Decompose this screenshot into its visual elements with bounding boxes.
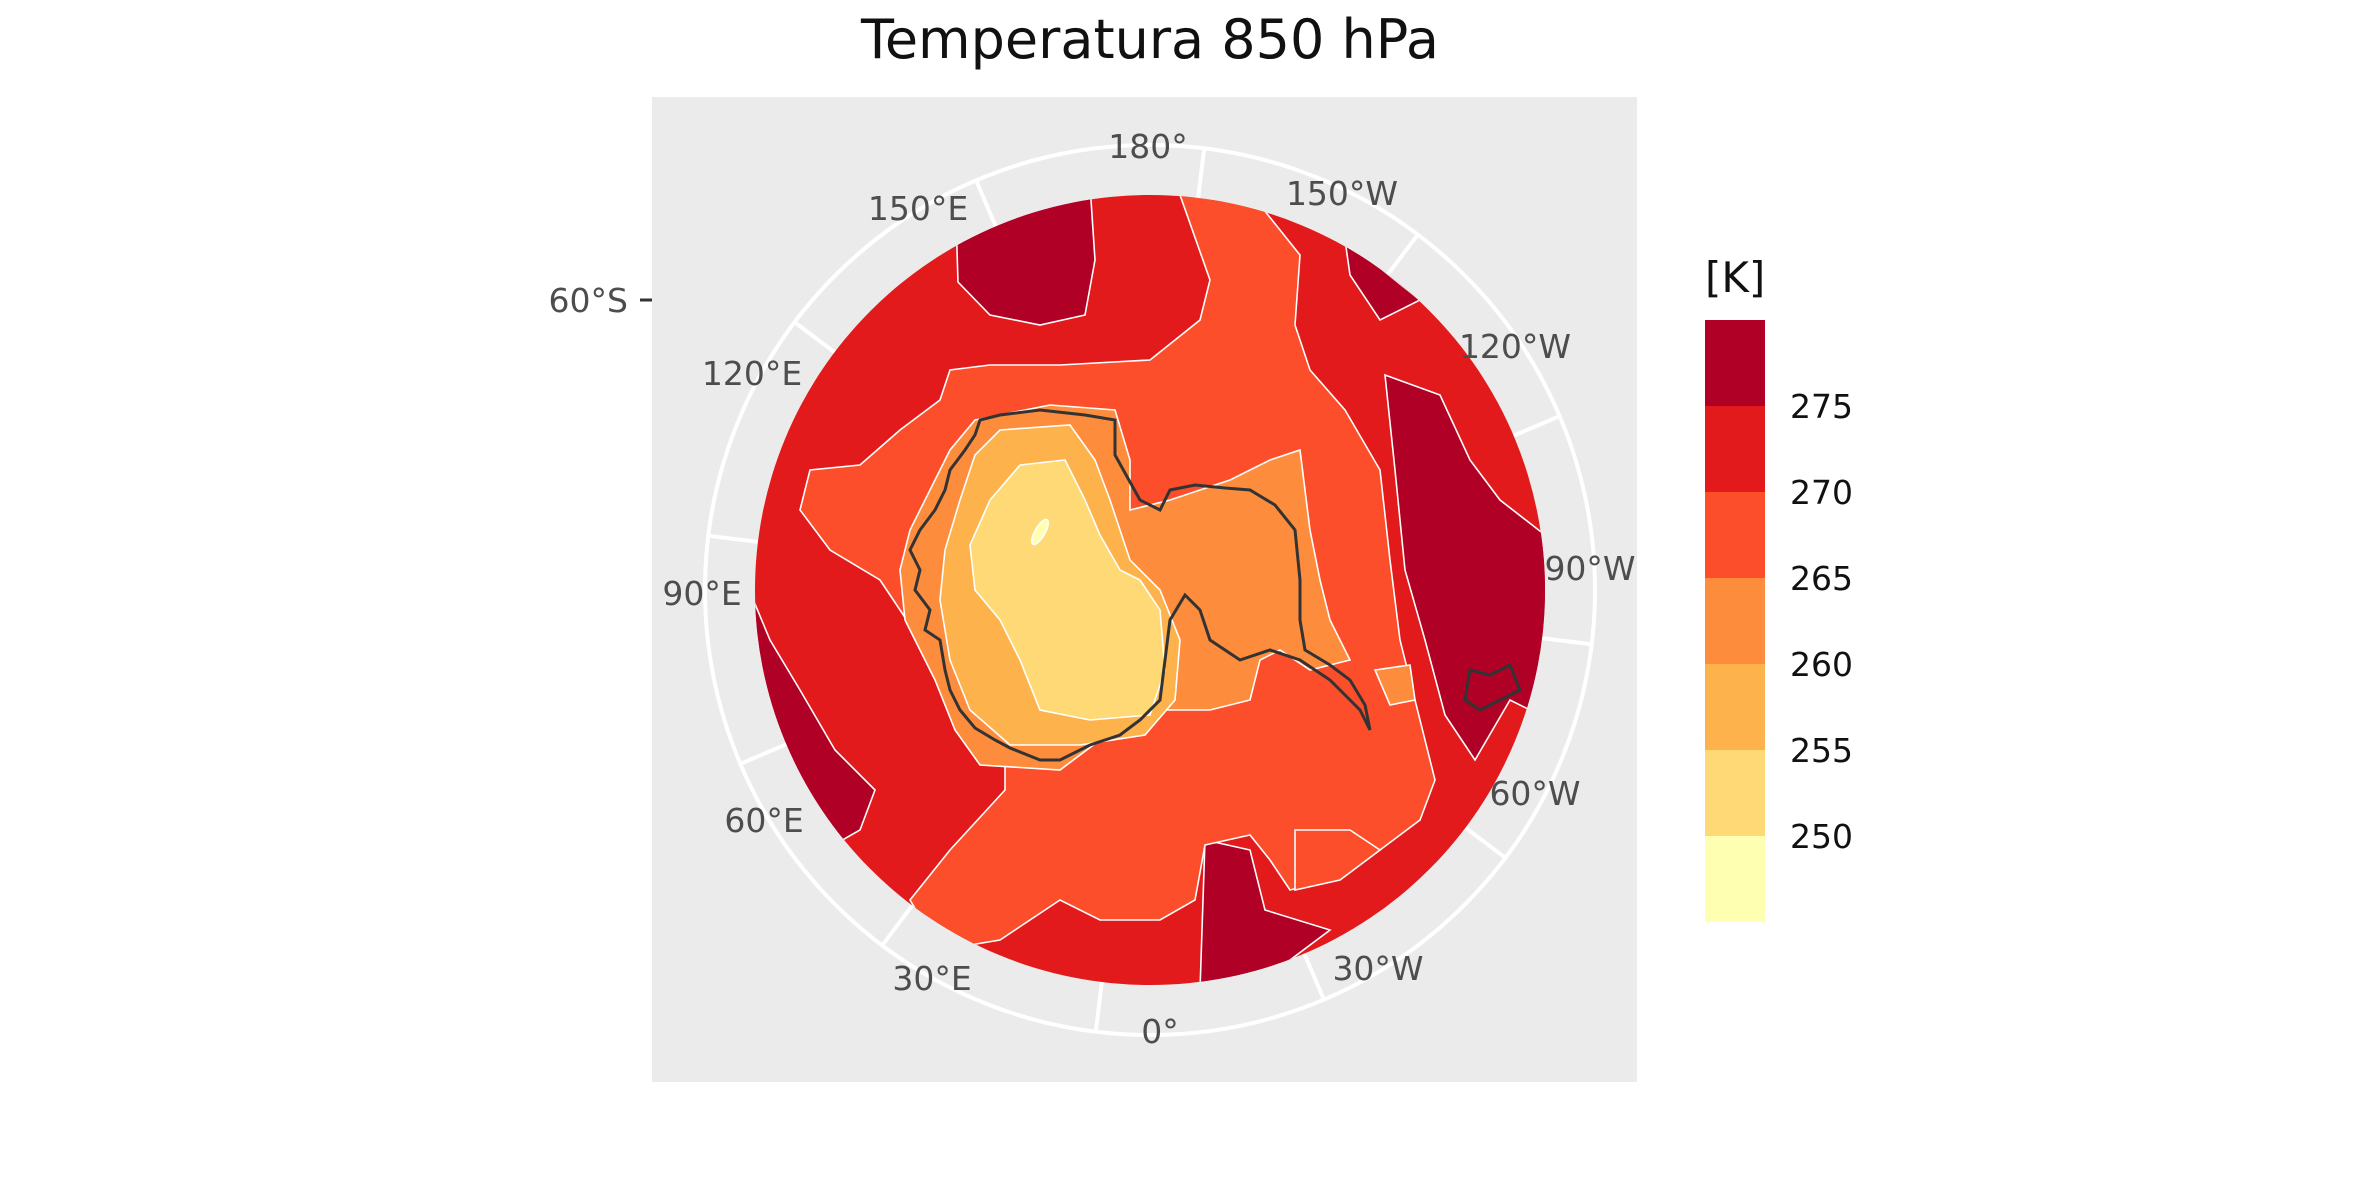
legend-label: 260 [1790, 645, 1853, 684]
longitude-tick [974, 179, 998, 228]
graticule [703, 143, 1597, 1037]
longitude-labels: 180° 150°W 120°W 90°W 60°W 30°W 0° 30°E 60°E 90°E… [662, 127, 1635, 1051]
latitude-circle-60s [703, 143, 1597, 1037]
band-275-plus [1199, 839, 1332, 985]
longitude-tick [1541, 636, 1592, 647]
legend-bin [1705, 320, 1765, 406]
map-title: Temperatura 850 hPa [861, 8, 1439, 71]
longitude-label: 120°E [702, 354, 802, 393]
longitude-tick [880, 904, 914, 947]
legend-bin [1705, 406, 1765, 492]
longitude-label: 90°W [1544, 549, 1635, 588]
longitude-label: 30°W [1332, 949, 1423, 988]
longitude-tick [708, 533, 759, 544]
legend-label: 255 [1790, 731, 1853, 770]
longitude-tick [1386, 233, 1420, 276]
legend-bin [1705, 836, 1765, 922]
legend-color-bins: 275 270 265 260 255 250 [1705, 320, 1853, 922]
longitude-ticks [708, 148, 1592, 1032]
longitude-label: 60°E [724, 801, 803, 840]
legend-label: 270 [1790, 473, 1853, 512]
legend-label: 250 [1790, 817, 1853, 856]
longitude-label: 150°E [868, 189, 968, 228]
longitude-label: 150°W [1286, 174, 1398, 213]
legend-bin [1705, 492, 1765, 578]
longitude-label: 30°E [892, 959, 971, 998]
longitude-label: 90°E [662, 574, 741, 613]
legend-bin [1705, 750, 1765, 836]
longitude-tick [1196, 148, 1207, 199]
longitude-tick [1464, 826, 1507, 860]
legend-bin [1705, 578, 1765, 664]
temperature-field [755, 195, 1545, 985]
longitude-label: 60°W [1489, 774, 1580, 813]
longitude-label: 180° [1108, 127, 1188, 166]
band-250-255 [969, 459, 1166, 721]
legend-title: [K] [1705, 253, 1765, 302]
longitude-tick [1093, 981, 1104, 1032]
longitude-tick [739, 742, 788, 766]
longitude-label: 0° [1141, 1012, 1179, 1051]
antarctica-coastline [908, 408, 1372, 762]
legend-label: 275 [1790, 387, 1853, 426]
band-265-270 [1294, 829, 1382, 891]
longitude-tick [1512, 414, 1561, 438]
band-260-265 [1373, 664, 1416, 706]
legend-bin [1705, 664, 1765, 750]
band-below-250 [1030, 518, 1050, 546]
longitude-tick [1302, 952, 1326, 1001]
legend-label: 265 [1790, 559, 1853, 598]
longitude-label: 120°W [1459, 327, 1571, 366]
band-275-plus [1384, 373, 1545, 762]
south-america-coastline [1463, 662, 1522, 712]
latitude-label: 60°S [549, 281, 628, 320]
legend: [K] 275 270 265 260 255 250 [1705, 253, 1853, 922]
longitude-tick [793, 320, 836, 354]
